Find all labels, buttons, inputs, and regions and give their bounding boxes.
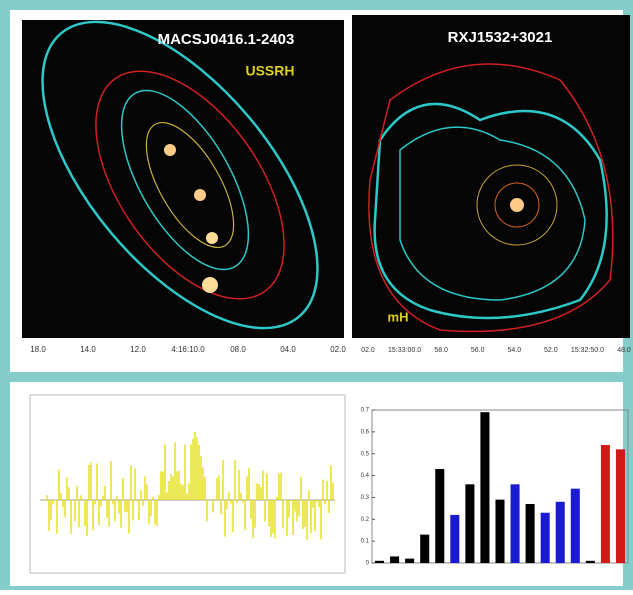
x-tick-label: 15:33:00.0 (388, 347, 421, 354)
x-tick-label: 04.0 (280, 345, 296, 354)
cluster-image-left (22, 20, 344, 338)
x-tick-label: 4:16:10.0 (171, 345, 205, 354)
x-tick-label: 56.0 (471, 347, 485, 354)
figure: MACSJ0416.1-2403 USSRH RXJ1532+3021 mH 1… (0, 0, 633, 590)
y-tick-label: 0.4 (361, 473, 370, 479)
y-tick-label: 0.2 (361, 517, 370, 523)
y-tick-label: 0.3 (361, 495, 370, 501)
bar (571, 489, 580, 563)
x-tick-label: 58.0 (434, 347, 448, 354)
x-tick-label: 02.0 (361, 347, 375, 354)
panel-title: RXJ1532+3021 (448, 29, 553, 46)
bar (465, 484, 474, 563)
bar (450, 515, 459, 563)
bar (435, 469, 444, 563)
panel-title: MACSJ0416.1-2403 (158, 31, 295, 48)
bar (616, 449, 625, 563)
y-tick-label: 0.5 (361, 451, 370, 457)
x-tick-label: 48.0 (617, 347, 631, 354)
x-tick-label: 54.0 (507, 347, 521, 354)
bar (495, 500, 504, 563)
x-tick-label: 02.0 (330, 345, 346, 354)
bar (511, 484, 520, 563)
bar (541, 513, 550, 563)
bar (375, 561, 384, 563)
x-tick-label: 14.0 (80, 345, 96, 354)
y-tick-label: 0.1 (361, 539, 370, 545)
bar (556, 502, 565, 563)
bar (601, 445, 610, 563)
bar (390, 556, 399, 563)
panel-label: USSRH (245, 63, 294, 79)
y-tick-label: 0.7 (361, 408, 370, 414)
bar (586, 561, 595, 563)
panel-label: mH (388, 309, 409, 324)
x-tick-label: 12.0 (130, 345, 146, 354)
bar (526, 504, 535, 563)
x-tick-label: 08.0 (230, 345, 246, 354)
x-tick-label: 18.0 (30, 345, 46, 354)
bar (420, 535, 429, 563)
x-tick-label: 15:32:50.0 (571, 347, 604, 354)
x-tick-label: 52.0 (544, 347, 558, 354)
y-tick-label: 0.6 (361, 429, 370, 435)
bar (480, 412, 489, 563)
spectrum-frame (30, 395, 345, 573)
bar (405, 559, 414, 563)
